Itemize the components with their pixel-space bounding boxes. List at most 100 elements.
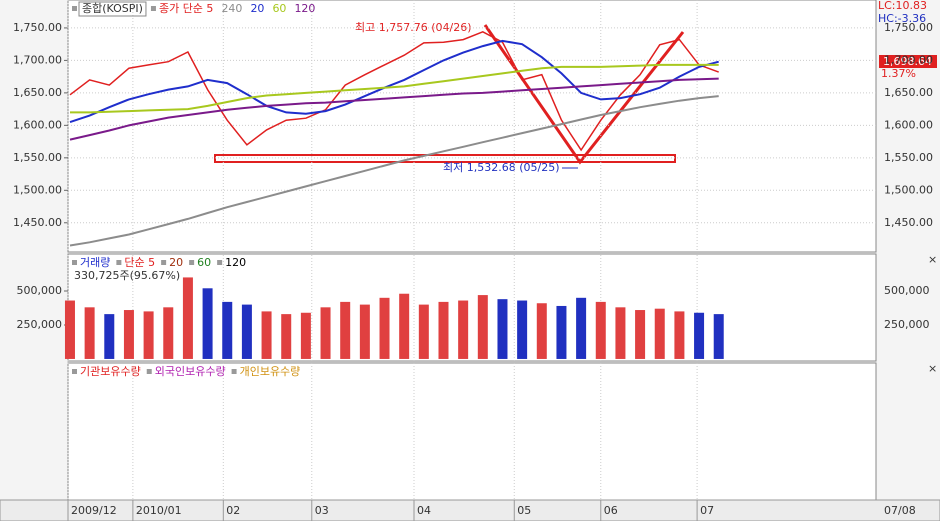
close-button[interactable]: × bbox=[928, 253, 937, 266]
volume-bar bbox=[517, 300, 528, 359]
y-tick-label: 250,000 bbox=[17, 318, 63, 331]
volume-bar bbox=[418, 304, 429, 359]
volume-bar bbox=[399, 293, 410, 359]
legend-label: 60 bbox=[197, 256, 211, 269]
ma-line bbox=[69, 95, 719, 247]
volume-bar bbox=[300, 312, 311, 359]
legend-label: 외국인보유수량 bbox=[155, 365, 226, 378]
legend-swatch bbox=[146, 369, 152, 374]
volume-bar bbox=[84, 307, 95, 359]
legend-label: 종가 단순 5 bbox=[159, 2, 213, 15]
volume-bar bbox=[202, 288, 213, 359]
volume-bar bbox=[694, 312, 705, 359]
volume-bar bbox=[281, 314, 292, 359]
legend-label: 거래량 bbox=[80, 256, 110, 269]
volume-bar bbox=[379, 297, 390, 359]
legend-box: 종합(KOSPI) bbox=[82, 2, 143, 15]
volume-bar bbox=[595, 301, 606, 359]
legend-label: 20 bbox=[169, 256, 183, 269]
volume-bar bbox=[556, 305, 567, 359]
y-tick-label: 1,450.00 bbox=[13, 216, 62, 229]
x-tick-label: 02 bbox=[226, 504, 240, 517]
legend-swatch bbox=[116, 260, 122, 265]
y-tick-label: 1,550.00 bbox=[13, 151, 62, 164]
support-box bbox=[214, 154, 676, 163]
ma-line bbox=[70, 63, 719, 114]
legend-swatch bbox=[231, 369, 237, 374]
y-tick-label-right: 1,700.00 bbox=[884, 53, 933, 66]
y-tick-label: 1,750.00 bbox=[13, 21, 62, 34]
volume-bar bbox=[674, 311, 685, 359]
end-date: 07/08 bbox=[884, 504, 916, 517]
legend-swatch bbox=[161, 260, 167, 265]
y-tick-label-right: 1,750.00 bbox=[884, 21, 933, 34]
legend-box-frame bbox=[78, 1, 147, 17]
volume-bar bbox=[104, 314, 115, 359]
legend-label: 60 bbox=[272, 2, 286, 15]
legend-label: 개인보유수량 bbox=[240, 365, 301, 378]
volume-bar bbox=[713, 314, 724, 359]
volume-info: 330,725주(95.67%) bbox=[74, 269, 180, 282]
y-tick-label-right: 1,600.00 bbox=[884, 118, 933, 131]
volume-bar bbox=[497, 299, 508, 359]
volume-bar bbox=[143, 311, 154, 359]
y-tick-label-right: 250,000 bbox=[884, 318, 930, 331]
x-tick-label: 04 bbox=[417, 504, 431, 517]
legend-swatch bbox=[189, 260, 195, 265]
price-panel bbox=[67, 0, 877, 253]
close-button[interactable]: × bbox=[928, 362, 937, 375]
low-annotation: 최저 1,532.68 (05/25) bbox=[443, 161, 560, 174]
volume-bar bbox=[182, 277, 193, 359]
x-tick-label: 03 bbox=[315, 504, 329, 517]
volume-bar bbox=[359, 304, 370, 359]
y-tick-label-right: 1,650.00 bbox=[884, 86, 933, 99]
legend-swatch bbox=[72, 6, 77, 11]
volume-bar bbox=[241, 304, 252, 359]
volume-bar bbox=[536, 303, 547, 359]
date-strip bbox=[0, 499, 940, 521]
y-tick-label-right: 1,550.00 bbox=[884, 151, 933, 164]
lc-label: LC:10.83 bbox=[878, 0, 927, 12]
y-tick-label: 1,650.00 bbox=[13, 86, 62, 99]
volume-bar bbox=[340, 301, 351, 359]
legend-label: 240 bbox=[221, 2, 242, 15]
x-tick-label: 05 bbox=[517, 504, 531, 517]
x-tick-label: 06 bbox=[604, 504, 618, 517]
ma-line bbox=[69, 39, 719, 124]
y-tick-label-right: 500,000 bbox=[884, 284, 930, 297]
legend-swatch bbox=[72, 260, 77, 265]
x-tick-label: 2009/12 bbox=[71, 504, 117, 517]
x-tick-label: 2010/01 bbox=[136, 504, 182, 517]
volume-bar bbox=[123, 310, 134, 359]
last-price-box bbox=[879, 55, 937, 68]
volume-bar bbox=[222, 301, 233, 359]
y-tick-label: 1,500.00 bbox=[13, 183, 62, 196]
y-tick-label: 1,700.00 bbox=[13, 53, 62, 66]
volume-bar bbox=[654, 308, 665, 359]
legend-swatch bbox=[72, 369, 77, 374]
y-tick-label-right: 1,450.00 bbox=[884, 216, 933, 229]
volume-bar bbox=[438, 301, 449, 359]
legend-label: 기관보유수량 bbox=[80, 365, 141, 378]
volume-bar bbox=[477, 295, 488, 359]
ma-line bbox=[69, 77, 719, 141]
volume-bar bbox=[261, 311, 272, 359]
y-tick-label-right: 1,500.00 bbox=[884, 183, 933, 196]
holdings-panel bbox=[67, 362, 877, 501]
volume-bar bbox=[615, 307, 626, 359]
volume-bar bbox=[64, 300, 75, 359]
legend-swatch bbox=[150, 6, 156, 11]
y-tick-label: 1,600.00 bbox=[13, 118, 62, 131]
hc-label: HC:-3.36 bbox=[878, 12, 926, 25]
volume-bar bbox=[576, 297, 587, 359]
legend-label: 단순 5 bbox=[124, 256, 155, 269]
legend-label: 120 bbox=[294, 2, 315, 15]
last-price: 1,698.64 bbox=[883, 55, 932, 68]
change-label: 1.37% bbox=[881, 67, 916, 80]
volume-bar bbox=[163, 307, 174, 359]
volume-bar bbox=[635, 310, 646, 359]
legend-label: 20 bbox=[250, 2, 264, 15]
legend-swatch bbox=[217, 260, 223, 265]
y-tick-label: 500,000 bbox=[17, 284, 63, 297]
